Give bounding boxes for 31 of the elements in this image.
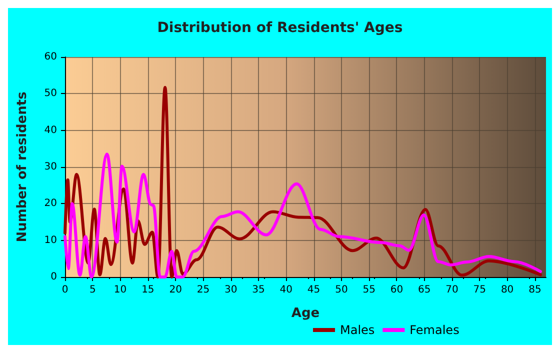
x-tick-label: 80 [500, 284, 514, 296]
y-tick-label: 30 [44, 162, 57, 172]
x-tick-label: 55 [362, 284, 376, 296]
y-axis-title: Number of residents [15, 91, 30, 242]
line-series [64, 152, 542, 278]
legend-label: Males [340, 323, 375, 337]
x-tick-label: 50 [335, 284, 348, 296]
x-tick-label: 75 [473, 284, 486, 296]
y-tick-label: 40 [44, 124, 57, 136]
y-tick-label: 20 [44, 198, 57, 210]
x-tick-label: 5 [89, 284, 96, 296]
x-axis-title: Age [291, 306, 320, 321]
x-tick-label: 30 [224, 284, 238, 296]
x-tick-label: 45 [307, 284, 320, 296]
legend-label: Females [410, 323, 460, 337]
x-tick-label: 15 [142, 284, 154, 296]
x-tick-label: 40 [280, 284, 293, 296]
x-tick-label: 10 [114, 284, 127, 296]
x-tick-label: 35 [252, 284, 265, 296]
x-tick-label: 25 [196, 284, 210, 296]
y-tick-label: 0 [50, 272, 57, 282]
chart-title: Distribution of Residents' Ages [157, 20, 403, 36]
y-tick-label: 60 [44, 52, 57, 62]
x-tick-label: 0 [62, 284, 68, 296]
x-tick-label: 70 [446, 284, 458, 296]
x-tick-label: 20 [169, 284, 182, 296]
x-tick-label: 85 [528, 284, 542, 296]
x-tick-label: 60 [390, 284, 404, 296]
x-tick-label: 65 [418, 284, 431, 296]
y-tick-label: 50 [44, 88, 57, 100]
y-tick-label: 10 [44, 234, 57, 246]
